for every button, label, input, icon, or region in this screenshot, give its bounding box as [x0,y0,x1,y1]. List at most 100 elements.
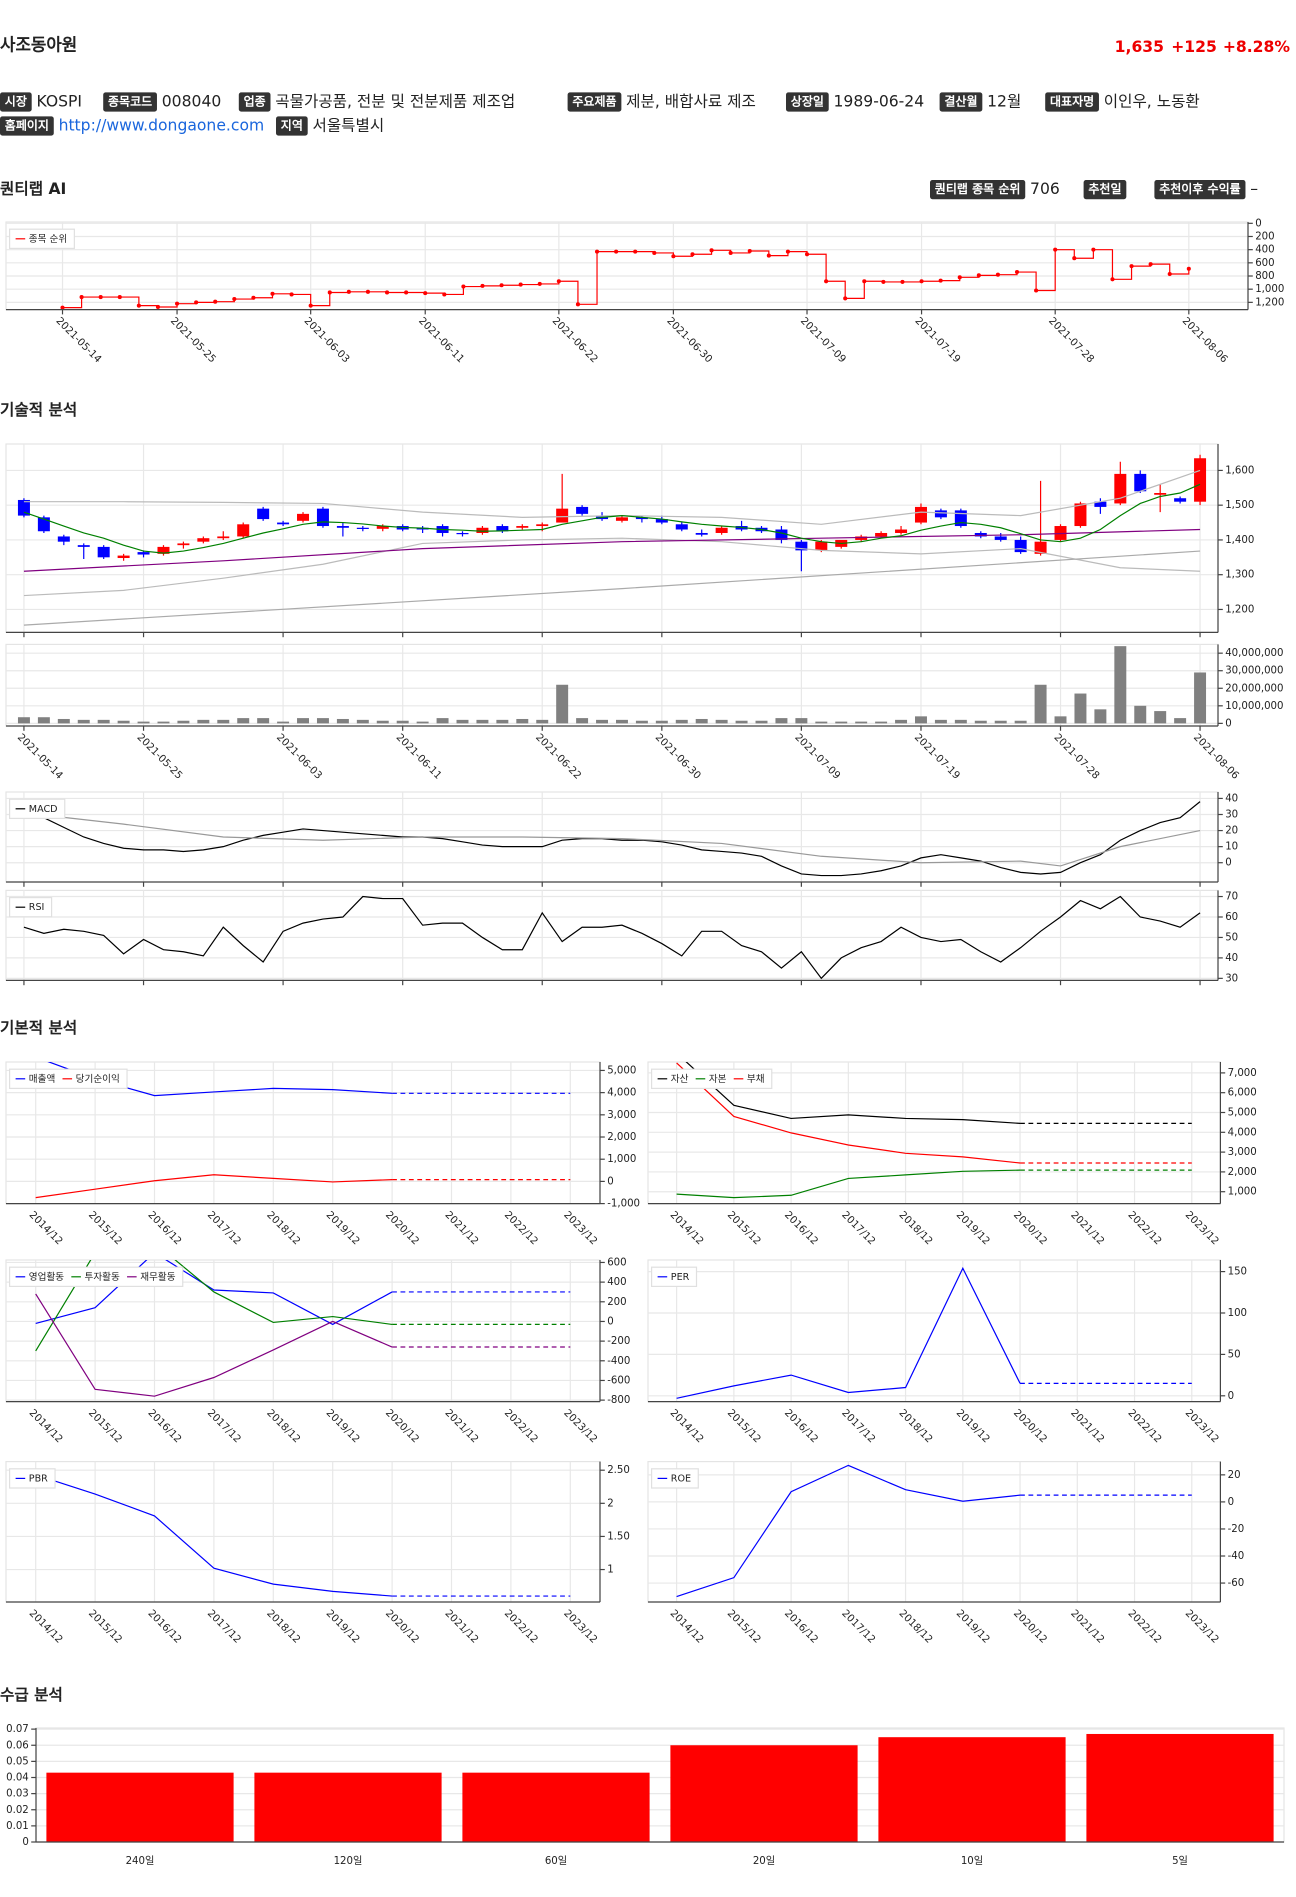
marker [671,254,676,259]
candle-body [257,508,270,520]
bar [875,721,888,724]
x-tick-label: 2014/12 [668,1210,706,1248]
legend: MACD [8,798,66,819]
candle-body [277,522,290,525]
y-tick-label: 4,000 [1228,1127,1257,1138]
bar [197,719,210,724]
y-tick-label: 0 [607,1316,613,1327]
badge-label: 추천이후 수익률 [1159,181,1240,196]
series-line [676,1062,1021,1164]
y-tick-label: 0 [1225,718,1231,729]
bar [456,719,469,724]
y-tick-label: 40,000,000 [1225,648,1283,659]
y-tick-label: 0 [607,1176,613,1187]
bar [376,720,389,724]
marker [327,290,332,295]
chart: 0 10,000,000 20,000,000 30,000,000 40,000,00… [5,643,1284,782]
y-tick-label: 150 [1228,1267,1247,1278]
marker [804,252,810,257]
badge [1045,92,1099,112]
marker [957,275,962,280]
marker [652,250,657,255]
candle-body [635,517,648,520]
marker [175,301,180,306]
candle-body [795,541,808,551]
y-tick-label: 1,200 [1255,297,1284,308]
bar [934,719,947,724]
x-tick-label: 2016/12 [782,1408,820,1446]
y-tick-label: 100 [1228,1308,1247,1319]
series-line [23,483,1201,554]
series-line [35,1260,393,1326]
marker [824,279,829,284]
stock-name: 사조동아원 [0,35,77,55]
chart: -800 -600 -400 -200 0 200 400 600 2014/12 2015/12… [5,1257,630,1446]
y-tick-label: -600 [607,1375,630,1386]
series-line [35,1260,393,1352]
bar [177,720,190,724]
info-value: 곡물가공품, 전분 및 전분제품 제조업 [275,93,515,111]
plot-area [647,1461,1221,1603]
y-tick-label: 3,000 [1228,1147,1257,1158]
bar [117,720,130,724]
bar [46,1772,234,1842]
bar [695,718,708,724]
plot-area [647,1259,1221,1403]
series-line [23,537,1201,597]
bar [436,718,449,724]
x-tick-label: 2017/12 [205,1608,243,1646]
y-tick-label: 1,000 [1255,284,1284,295]
y-tick-label: 0.01 [6,1821,29,1832]
y-tick-label: -40 [1228,1551,1245,1562]
chart: 0 10 20 30 40 MACD [5,791,1238,887]
candle-body [715,527,728,533]
bar [974,720,987,724]
x-tick-label: 2021-05-25 [135,732,185,782]
candle-body [177,543,190,546]
candle-body [536,524,549,527]
info-value: 008040 [162,93,222,111]
badge-label: 종목코드 [108,95,152,109]
y-tick-label: 60 [1225,912,1238,923]
y-tick-label: 3,000 [607,1110,636,1121]
marker [862,279,867,284]
badge [930,180,1026,200]
series-group [23,801,1201,877]
badge [276,116,308,136]
bar [855,721,868,724]
candle-body [1094,501,1107,507]
x-tick-label: 2023/12 [1183,1608,1221,1646]
legend-label: MACD [29,804,58,815]
info-value: 706 [1030,180,1060,198]
candle-body [1154,493,1167,495]
y-tick-label: 600 [607,1257,626,1268]
x-tick-label: 2020/12 [1011,1608,1049,1646]
y-tick-label: -20 [1228,1524,1245,1535]
series-group [35,1260,571,1397]
x-tick-label: 2020/12 [383,1408,421,1446]
series-group [17,454,1207,626]
x-tick-label: 2023/12 [561,1408,599,1446]
x-tick-label: 2022/12 [502,1608,540,1646]
marker [251,295,256,300]
x-tick-label: 2017/12 [205,1210,243,1248]
series-line [23,812,1201,867]
candle-body [695,532,708,535]
candle-body [376,526,389,529]
x-tick-label: 2016/12 [782,1608,820,1646]
bar [1134,705,1147,724]
y-tick-label: -400 [607,1356,630,1367]
legend-label: 영업활동 [29,1271,64,1283]
legend-label: 투자활동 [85,1271,120,1283]
x-tick-label: 2021-06-03 [274,732,324,782]
marker [213,299,218,304]
badge-label: 결산월 [944,94,977,109]
marker [1167,271,1172,277]
y-tick-label: 0 [1225,858,1231,869]
candle-body [297,513,310,521]
x-tick-label: 20일 [753,1855,775,1867]
candle-body [1194,458,1207,502]
badge [939,92,983,112]
x-tick-label: 2022/12 [502,1210,540,1248]
